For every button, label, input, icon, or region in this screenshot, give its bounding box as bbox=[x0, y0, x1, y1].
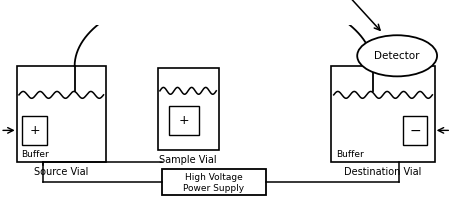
Bar bbox=[22, 116, 47, 145]
Bar bbox=[17, 66, 106, 162]
Text: Destination Vial: Destination Vial bbox=[344, 167, 422, 177]
Bar bbox=[168, 106, 199, 135]
Text: High Voltage: High Voltage bbox=[185, 173, 243, 182]
Text: +: + bbox=[178, 114, 189, 127]
Text: Detector: Detector bbox=[375, 51, 420, 61]
Ellipse shape bbox=[357, 35, 437, 76]
Text: Source Vial: Source Vial bbox=[34, 167, 88, 177]
Text: Buffer: Buffer bbox=[336, 150, 364, 159]
Text: Sample Vial: Sample Vial bbox=[159, 155, 217, 165]
Bar bbox=[403, 116, 427, 145]
Bar bbox=[158, 68, 219, 150]
Bar bbox=[332, 66, 435, 162]
Text: Buffer: Buffer bbox=[21, 150, 49, 159]
Text: Power Supply: Power Supply bbox=[184, 184, 245, 193]
Text: +: + bbox=[29, 124, 40, 137]
Bar bbox=[162, 169, 266, 195]
Text: −: − bbox=[409, 123, 421, 137]
